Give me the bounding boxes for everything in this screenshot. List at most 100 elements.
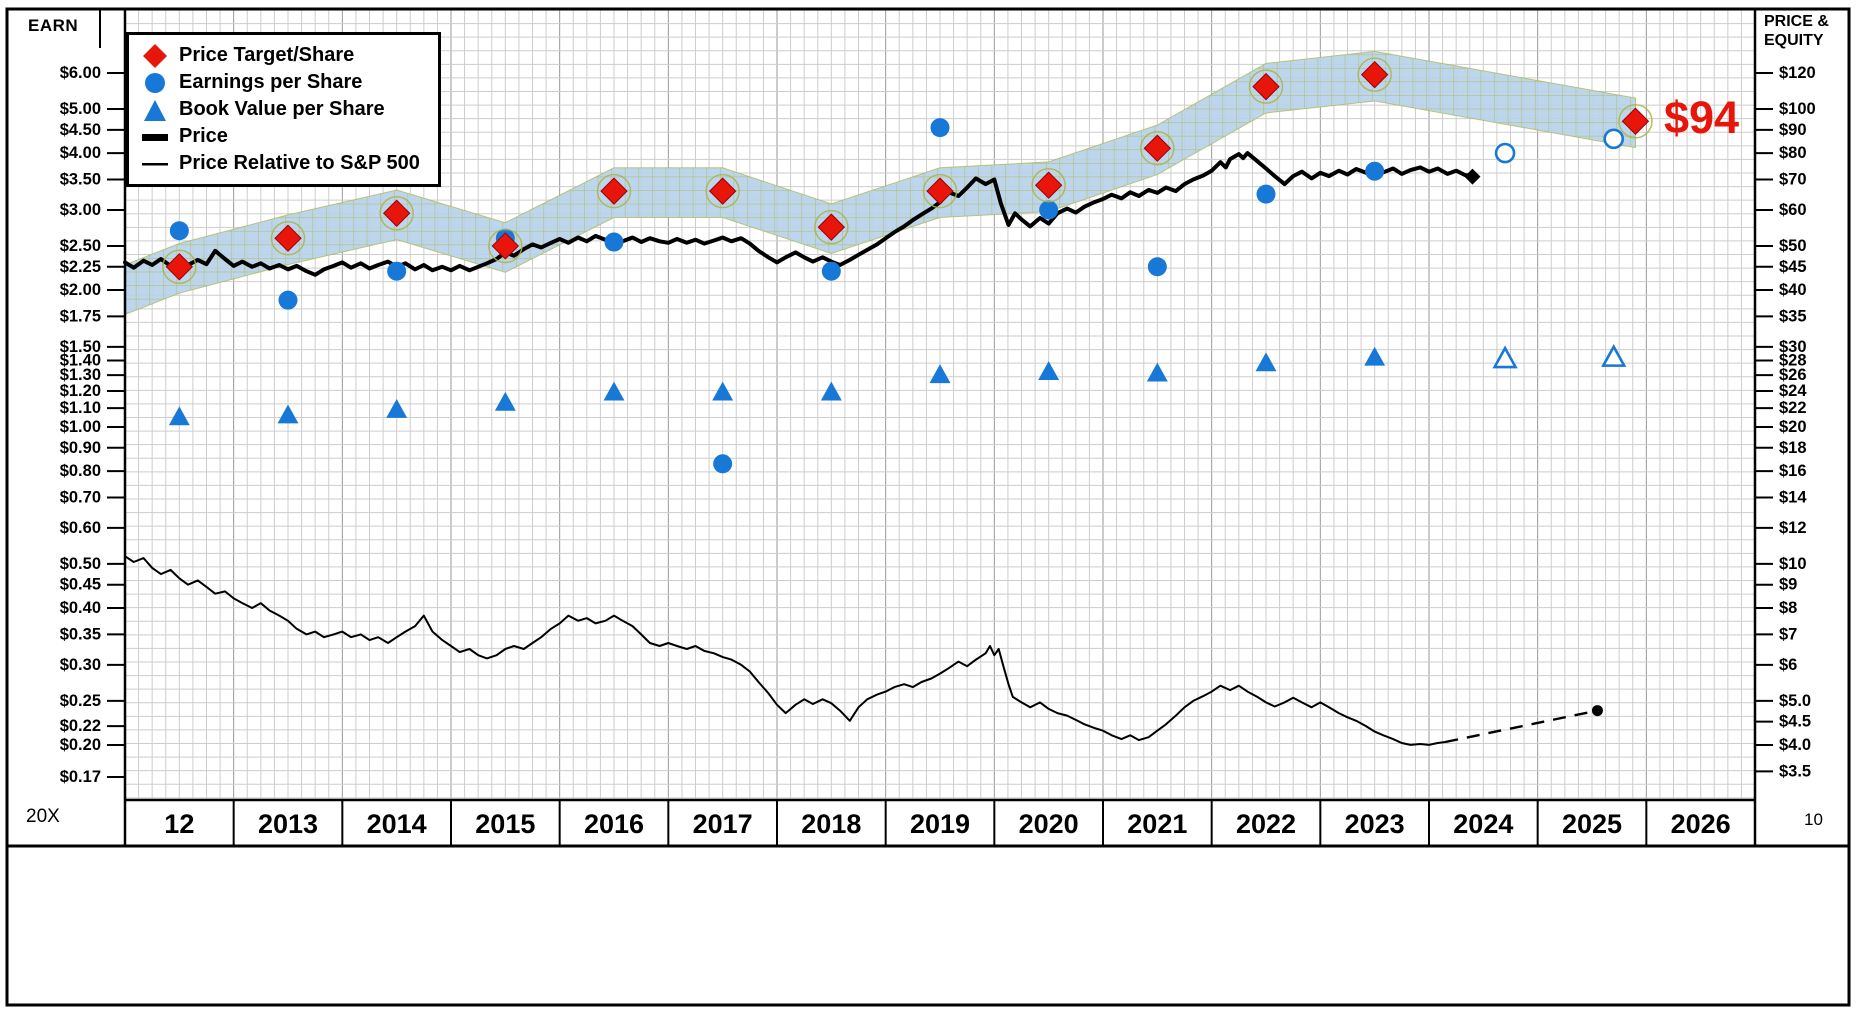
right-axis-tick-label: $22 (1779, 399, 1807, 417)
right-axis-tick-label: $45 (1779, 258, 1807, 276)
price-target-halo (705, 173, 740, 209)
book-value-marker (494, 391, 516, 411)
left-axis-tick-label: $1.50 (60, 338, 101, 356)
eps-marker (821, 261, 841, 281)
left-axis-tick-label: $0.60 (60, 519, 101, 537)
page-number: 10 (1804, 810, 1823, 829)
eps-marker (930, 118, 950, 138)
left-axis-tick-label: $1.75 (60, 307, 101, 325)
year-label: 2023 (1345, 809, 1405, 839)
eps-marker (1365, 161, 1385, 181)
x-axis: 12 2013 2014 2015 2016 2017 2018 2019 2020 2021 20… (7, 798, 1849, 848)
left-axis-tick-label: $0.22 (60, 717, 101, 735)
right-axis-tick-label: $6 (1779, 656, 1797, 674)
price-target-halo (379, 196, 414, 231)
legend-label: Book Value per Share (179, 98, 385, 120)
price-target-marker (1034, 171, 1063, 199)
right-axis-tick-label: $20 (1779, 418, 1807, 436)
right-axis-tick-label: $9 (1779, 576, 1797, 594)
price-target-halo (488, 228, 523, 264)
right-axis-tick-label: $24 (1779, 382, 1807, 400)
legend-item-book_value: Book Value per Share (140, 96, 420, 123)
left-axis-tick-label: $1.40 (60, 352, 101, 370)
book-value-marker (1146, 362, 1168, 382)
price-target-halo (596, 173, 632, 209)
right-axis: $120$100$90$80$70$60$50$45$40$35$30$28$2… (1755, 64, 1816, 780)
right-axis-tick-label: $10 (1779, 555, 1807, 573)
left-axis-tick-label: $0.40 (60, 599, 101, 617)
left-axis-tick-label: $2.25 (60, 258, 101, 276)
right-axis-tick-label: $7 (1779, 625, 1797, 643)
price-target-marker (817, 213, 846, 241)
left-axis-tick-label: $4.00 (60, 144, 101, 162)
year-label: 2014 (367, 809, 427, 839)
year-label: 2013 (258, 809, 318, 839)
book-value-estimate-marker (1601, 344, 1627, 367)
price-target-marker (708, 177, 737, 205)
price-target-halo (162, 249, 197, 285)
price-target-series (162, 57, 1653, 285)
right-axis-tick-label: $18 (1779, 439, 1807, 457)
book-value-marker (1255, 352, 1277, 372)
thick-line-legend-icon (140, 124, 170, 150)
diamond-legend-icon (140, 43, 170, 69)
left-axis-tick-label: $2.50 (60, 237, 101, 255)
price-target-marker (165, 253, 194, 281)
legend-item-price_target: Price Target/Share (140, 42, 420, 69)
right-axis-tick-label: $14 (1779, 488, 1807, 506)
price-target-halo (270, 220, 306, 256)
eps-marker (169, 221, 189, 241)
book-value-estimate-marker (1492, 345, 1518, 369)
left-axis-tick-label: $0.80 (60, 462, 101, 480)
book-value-series (168, 344, 1627, 426)
right-axis-tick-label: $12 (1779, 519, 1807, 537)
legend-label: Earnings per Share (179, 71, 363, 93)
price-relative-line (124, 555, 1446, 746)
price-target-marker (600, 177, 628, 205)
right-axis-tick-label: $70 (1779, 170, 1807, 188)
chart-frame (5, 7, 1851, 1007)
eps-marker (1256, 184, 1276, 204)
eps-marker (387, 261, 407, 281)
right-axis-tick-label: $3.5 (1779, 762, 1811, 780)
price-line (123, 151, 1475, 277)
year-label: 2017 (693, 809, 753, 839)
left-axis-tick-label: $0.45 (60, 576, 101, 594)
book-value-marker (277, 404, 299, 424)
book-value-marker (712, 381, 734, 401)
legend-label: Price Target/Share (179, 44, 355, 66)
year-label: 2019 (910, 809, 970, 839)
price-target-marker (1621, 107, 1650, 135)
eps-series (169, 118, 1625, 474)
left-axis-tick-label: $1.10 (60, 399, 101, 417)
price-target-marker (382, 199, 411, 227)
price-relative-series (124, 555, 1603, 746)
book-value-marker (603, 381, 625, 401)
price-target-halo (1031, 167, 1066, 203)
left-axis-tick-label: $0.20 (60, 736, 101, 754)
price-target-marker (1360, 60, 1389, 89)
year-label: 12 (164, 809, 194, 839)
left-axis-tick-label: $6.00 (60, 64, 101, 82)
price-target-halo (1140, 130, 1175, 166)
book-value-marker (168, 406, 190, 426)
left-axis-tick-label: $1.20 (60, 382, 101, 400)
legend-label: Price Relative to S&P 500 (179, 152, 420, 174)
right-axis-tick-label: $16 (1779, 462, 1807, 480)
eps-estimate-marker (1494, 142, 1516, 164)
left-axis: $6.00 $5.00 $4.50 $4.00 $3.50 $3.00 $2.50 $2.25… (60, 64, 125, 786)
right-axis-tick-label: $28 (1779, 352, 1807, 370)
left-axis-tick-label: $5.00 (60, 100, 101, 118)
book-value-marker (386, 398, 408, 418)
left-axis-tick-label: $0.17 (60, 768, 101, 786)
right-axis-tick-label: $80 (1779, 144, 1807, 162)
price-target-marker (926, 177, 954, 205)
right-axis-tick-label: $60 (1779, 201, 1807, 219)
right-axis-tick-label: $90 (1779, 121, 1807, 139)
year-label: 2022 (1236, 809, 1296, 839)
chart-legend: Price Target/Share Earnings per Share Book… (126, 32, 441, 187)
thin-line-legend-icon (140, 151, 170, 177)
eps-estimate-marker (1603, 128, 1625, 150)
right-axis-tick-label: $100 (1779, 100, 1816, 118)
